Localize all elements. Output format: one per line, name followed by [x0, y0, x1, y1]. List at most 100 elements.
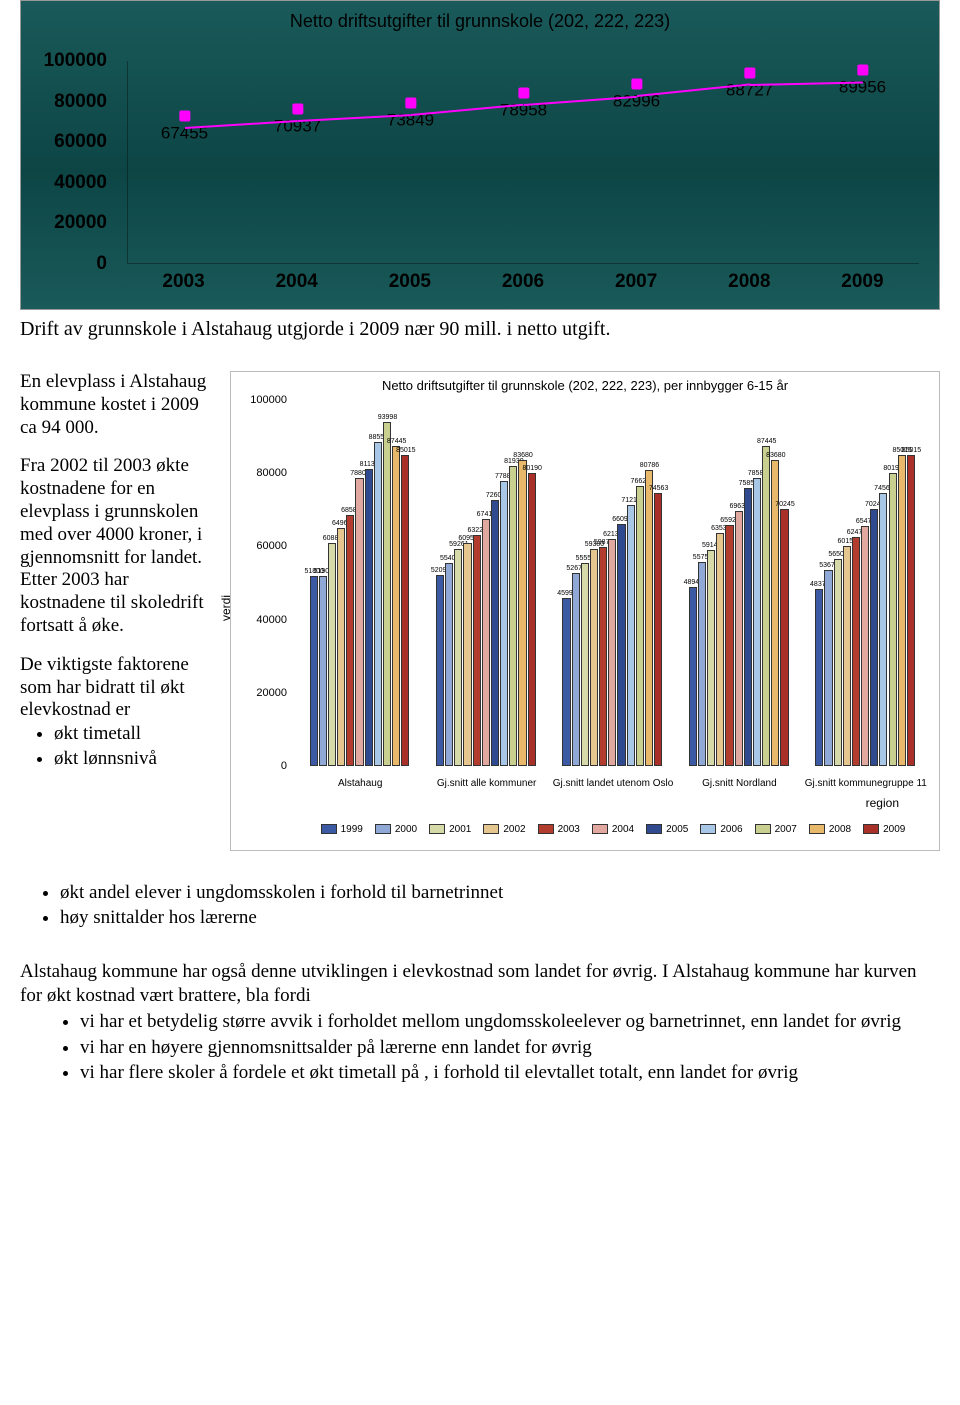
para-utvikling: Alstahaug kommune har også denne utvikli…: [20, 960, 940, 1008]
chart2-bar: [907, 455, 915, 766]
chart2-plot-area: 5180051907608806496168589788078113088550…: [297, 400, 929, 766]
chart2-group: 4837053674565006015962478654727024574563…: [803, 400, 929, 766]
chart2-legend-item: 2003: [538, 824, 580, 835]
chart2-x-ticks: AlstahaugGj.snitt alle kommunerGj.snitt …: [297, 778, 929, 794]
chart1-marker: [405, 97, 416, 108]
chart2-ytick: 0: [281, 760, 287, 772]
chart2-bar: [879, 493, 887, 766]
chart2-bar: [572, 573, 580, 766]
chart2-bar: [780, 509, 788, 766]
chart2-bar-label: 83680: [513, 452, 532, 459]
chart2-bar: [581, 563, 589, 766]
chart2-legend-label: 2002: [503, 824, 525, 835]
chart2-legend-swatch: [538, 824, 554, 834]
chart1-xtick: 2007: [615, 271, 657, 293]
chart2-bar: [645, 470, 653, 766]
chart2-legend-item: 2008: [809, 824, 851, 835]
chart1-ytick: 100000: [44, 50, 107, 72]
chart2-bar: [636, 486, 644, 766]
chart2-y-ticks: 020000400006000080000100000: [231, 400, 291, 766]
chart2-ytick: 20000: [256, 687, 287, 699]
chart2-bar: [843, 546, 851, 766]
chart2-bar: [392, 446, 400, 766]
row-text-chart2: En elevplass i Alstahaug kommune kostet …: [20, 371, 940, 851]
chart2-legend-label: 2003: [558, 824, 580, 835]
bullets-inline: økt timetalløkt lønnsnivå: [20, 722, 210, 771]
chart2-bar-label: 80190: [522, 465, 541, 472]
chart2-bar: [861, 526, 869, 766]
bullets-after-chart: økt andel elever i ungdomsskolen i forho…: [20, 881, 940, 930]
chart2-bar: [509, 466, 517, 766]
chart1-ytick: 80000: [54, 91, 107, 113]
chart1-xtick: 2006: [502, 271, 544, 293]
chart2-ytick: 60000: [256, 540, 287, 552]
chart2-legend-label: 2004: [612, 824, 634, 835]
para-faktorer-intro: De viktigste faktorene som har bidratt t…: [20, 654, 210, 722]
chart2-bar: [599, 547, 607, 766]
chart2-bar: [491, 500, 499, 766]
chart2-legend-swatch: [375, 824, 391, 834]
chart2-bar: [852, 537, 860, 766]
chart2-xtick: Gj.snitt landet utenom Oslo: [553, 778, 674, 789]
chart2-bar: [310, 576, 318, 766]
chart2-legend-item: 2002: [483, 824, 525, 835]
chart2-bar: [735, 511, 743, 766]
chart2-legend-label: 2007: [775, 824, 797, 835]
chart1-marker: [179, 110, 190, 121]
chart2-bar-label: 93998: [378, 414, 397, 421]
chart1-container: Netto driftsutgifter til grunnskole (202…: [20, 0, 940, 310]
chart2-bar: [608, 539, 616, 766]
chart2-legend-label: 2008: [829, 824, 851, 835]
chart2-bar: [319, 576, 327, 766]
chart2-group: 5180051907608806496168589788078113088550…: [297, 400, 423, 766]
chart1-marker: [518, 87, 529, 98]
chart2-bar: [374, 442, 382, 766]
chart2-bar: [562, 598, 570, 766]
chart2-bar: [346, 515, 354, 766]
chart1-ytick: 20000: [54, 212, 107, 234]
chart2-legend-swatch: [483, 824, 499, 834]
chart1-xtick: 2005: [389, 271, 431, 293]
chart2-legend-swatch: [592, 824, 608, 834]
chart2-bar: [337, 528, 345, 766]
list-item: vi har et betydelig større avvik i forho…: [80, 1010, 940, 1034]
chart2-legend-label: 2009: [883, 824, 905, 835]
chart2-bar: [716, 533, 724, 766]
list-item: vi har flere skoler å fordele et økt tim…: [80, 1061, 940, 1085]
chart1-xtick: 2004: [276, 271, 318, 293]
chart2-bar: [473, 535, 481, 766]
chart1-xtick: 2009: [841, 271, 883, 293]
chart2-group: 5209955400592616095863222674187260277886…: [423, 400, 549, 766]
chart2-ytick: 80000: [256, 467, 287, 479]
chart2-ytick: 40000: [256, 614, 287, 626]
chart2-legend-label: 2001: [449, 824, 471, 835]
chart2-bar: [401, 455, 409, 766]
chart2-bar: [627, 505, 635, 766]
chart1-marker: [744, 67, 755, 78]
chart2-legend-swatch: [646, 824, 662, 834]
chart1-y-axis: 020000400006000080000100000: [37, 61, 117, 264]
para-kostnader: Fra 2002 til 2003 økte kostnadene for en…: [20, 455, 210, 637]
chart2-legend-item: 2004: [592, 824, 634, 835]
chart2-bar-label: 83680: [766, 452, 785, 459]
left-text-column: En elevplass i Alstahaug kommune kostet …: [20, 371, 210, 851]
chart1-xtick: 2003: [162, 271, 204, 293]
chart2-legend-item: 2005: [646, 824, 688, 835]
chart2-legend-swatch: [809, 824, 825, 834]
bullets-bottom: vi har et betydelig større avvik i forho…: [20, 1010, 940, 1085]
chart2-legend-label: 1999: [341, 824, 363, 835]
chart2-xtick: Gj.snitt Nordland: [702, 778, 776, 789]
chart2-bar: [528, 473, 536, 766]
chart1-plot-area: 67455709377384978958829968872789956: [127, 61, 919, 264]
chart2-bar-label: 85015: [396, 447, 415, 454]
list-item: vi har en høyere gjennomsnittsalder på l…: [80, 1036, 940, 1060]
chart2-legend-swatch: [700, 824, 716, 834]
chart2-bar-label: 87445: [387, 438, 406, 445]
chart2-legend-swatch: [755, 824, 771, 834]
chart2-bar: [725, 525, 733, 766]
chart2-legend-label: 2005: [666, 824, 688, 835]
chart2-bar-label: 87445: [757, 438, 776, 445]
chart2-legend-item: 2007: [755, 824, 797, 835]
chart2-legend-item: 2006: [700, 824, 742, 835]
chart2-bar: [436, 575, 444, 766]
